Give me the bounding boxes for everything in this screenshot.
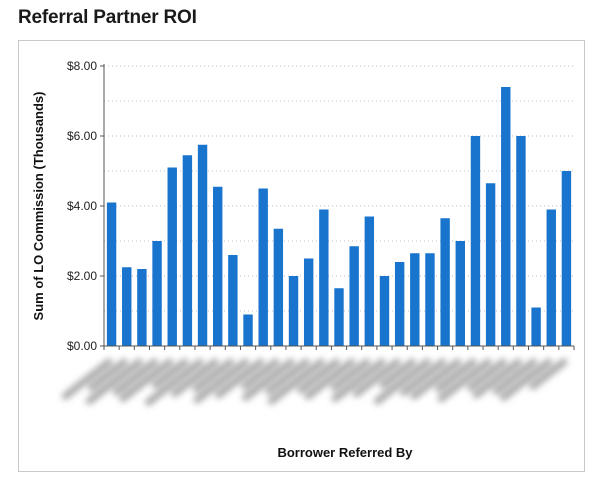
bar-21[interactable] bbox=[410, 253, 420, 346]
bar-chart: $0.00 $2.00 $4.00 $6.00 $8.00 Sum of LO Comm… bbox=[31, 59, 575, 460]
x-category-label-blurred bbox=[242, 358, 295, 401]
y-axis-title: Sum of LO Commission (Thousands) bbox=[31, 92, 46, 321]
bar-11[interactable] bbox=[258, 188, 268, 347]
bar-7[interactable] bbox=[197, 144, 208, 346]
bar-13[interactable] bbox=[288, 276, 299, 346]
x-category-label-blurred bbox=[85, 358, 143, 405]
x-category-label-blurred bbox=[499, 358, 553, 401]
bars bbox=[106, 87, 572, 347]
x-category-label-blurred bbox=[373, 358, 431, 405]
x-axis-title: Borrower Referred By bbox=[277, 445, 413, 460]
x-category-labels-blurred bbox=[61, 358, 568, 406]
y-tick-label: $2.00 bbox=[67, 269, 97, 283]
x-category-label-blurred bbox=[265, 358, 310, 395]
bar-18[interactable] bbox=[364, 216, 375, 347]
x-category-label-blurred bbox=[379, 358, 416, 389]
x-category-label-blurred bbox=[435, 358, 477, 393]
x-category-label-blurred bbox=[144, 358, 204, 406]
x-category-label-blurred bbox=[214, 358, 265, 399]
bar-5[interactable] bbox=[167, 167, 177, 347]
x-category-label-blurred bbox=[192, 358, 234, 393]
bar-17[interactable] bbox=[349, 246, 359, 346]
y-tick-label: $4.00 bbox=[67, 199, 97, 213]
bar-29[interactable] bbox=[531, 307, 541, 347]
bar-24[interactable] bbox=[455, 241, 465, 346]
x-category-label-blurred bbox=[151, 358, 189, 389]
x-category-label-blurred bbox=[331, 358, 386, 403]
x-category-label-blurred bbox=[437, 358, 492, 403]
x-category-label-blurred bbox=[472, 358, 522, 399]
y-tick-label: $0.00 bbox=[67, 339, 97, 353]
bar-22[interactable] bbox=[425, 253, 435, 346]
x-category-label-blurred bbox=[297, 358, 340, 394]
bar-9[interactable] bbox=[228, 255, 238, 346]
x-category-label-blurred bbox=[61, 358, 113, 400]
x-category-label-blurred bbox=[467, 358, 507, 392]
bar-20[interactable] bbox=[394, 262, 405, 346]
x-category-label-blurred bbox=[112, 358, 159, 396]
chart-panel: $0.00 $2.00 $4.00 $6.00 $8.00 Sum of LO Comm… bbox=[18, 40, 585, 472]
x-category-label-blurred bbox=[119, 358, 174, 403]
page-title: Referral Partner ROI bbox=[18, 7, 197, 28]
x-category-label-blurred bbox=[330, 358, 371, 392]
bar-8[interactable] bbox=[213, 186, 223, 346]
x-category-label-blurred bbox=[304, 358, 356, 400]
x-category-label-blurred bbox=[400, 358, 447, 397]
y-tick-labels: $0.00 $2.00 $4.00 $6.00 $8.00 bbox=[67, 59, 97, 353]
bar-12[interactable] bbox=[273, 228, 284, 346]
x-category-label-blurred bbox=[352, 358, 401, 398]
x-category-label-blurred bbox=[171, 358, 219, 398]
y-tick-label: $6.00 bbox=[67, 129, 97, 143]
bar-27[interactable] bbox=[501, 87, 511, 346]
bar-15[interactable] bbox=[319, 209, 329, 347]
x-category-label-blurred bbox=[529, 358, 568, 390]
bar-3[interactable] bbox=[137, 269, 147, 346]
x-category-label-blurred bbox=[410, 358, 462, 400]
bar-6[interactable] bbox=[182, 155, 193, 346]
bar-30[interactable] bbox=[546, 209, 556, 347]
bar-14[interactable] bbox=[303, 258, 314, 347]
x-category-label-blurred bbox=[193, 358, 249, 404]
x-category-label-blurred bbox=[87, 358, 128, 392]
bar-23[interactable] bbox=[440, 218, 450, 346]
bar-31[interactable] bbox=[561, 171, 572, 346]
axes bbox=[100, 64, 575, 350]
bar-26[interactable] bbox=[485, 183, 496, 346]
bar-19[interactable] bbox=[379, 276, 390, 346]
bar-4[interactable] bbox=[152, 241, 162, 346]
bar-1[interactable] bbox=[106, 202, 117, 347]
x-category-label-blurred bbox=[267, 358, 325, 405]
bar-25[interactable] bbox=[470, 136, 481, 346]
bar-28[interactable] bbox=[516, 136, 526, 346]
x-category-label-blurred bbox=[492, 358, 538, 395]
bar-2[interactable] bbox=[122, 267, 132, 346]
y-tick-label: $8.00 bbox=[67, 59, 97, 73]
bar-16[interactable] bbox=[334, 288, 344, 346]
x-category-label-blurred bbox=[241, 358, 280, 390]
bar-10[interactable] bbox=[243, 314, 253, 347]
